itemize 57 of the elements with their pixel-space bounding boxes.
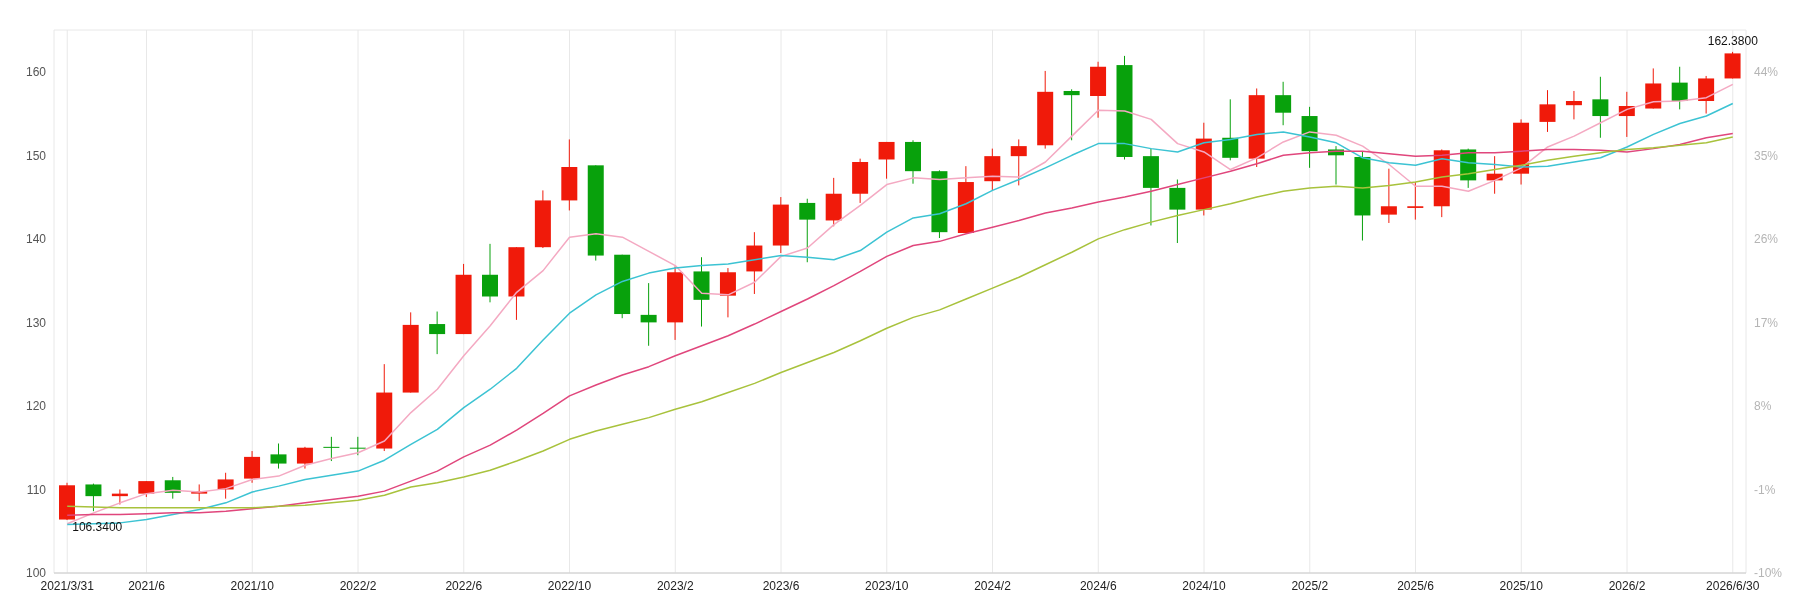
x-tick-label: 2022/10 <box>547 578 592 593</box>
candlestick <box>482 243 498 303</box>
candlestick <box>1063 88 1080 141</box>
y2-tick-label: -10% <box>1754 566 1783 581</box>
candlestick <box>270 443 287 470</box>
x-tick-label: 2021/10 <box>230 578 275 593</box>
x-tick-label: 2024/10 <box>1182 578 1227 593</box>
candlestick <box>1592 76 1609 139</box>
y-tick-label: 100 <box>25 566 47 581</box>
y-tick-label: 140 <box>25 232 47 247</box>
candlestick <box>1671 66 1688 110</box>
y2-tick-label: -1% <box>1754 482 1776 497</box>
candlestick <box>244 450 261 484</box>
y2-tick-label: 44% <box>1754 65 1779 80</box>
x-tick-label: 2026/6/30 <box>1706 578 1760 593</box>
candlestick <box>429 311 446 355</box>
candlestick <box>1380 168 1397 224</box>
candlestick <box>296 446 313 470</box>
x-tick-label: 2022/6 <box>445 578 483 593</box>
candlestick <box>640 282 657 347</box>
y-tick-label: 120 <box>25 399 47 414</box>
x-tick-label: 2025/6 <box>1397 578 1435 593</box>
x-tick-label: 2023/10 <box>865 578 909 593</box>
x-tick-label: 2023/6 <box>762 578 800 593</box>
candlestick <box>1222 98 1239 161</box>
y2-tick-label: 17% <box>1754 315 1779 330</box>
candlestick <box>719 267 736 318</box>
y2-tick-label: 35% <box>1754 148 1779 163</box>
x-tick-label: 2025/2 <box>1291 578 1329 593</box>
candlestick <box>1407 181 1424 221</box>
x-tick-label: 2023/2 <box>656 578 694 593</box>
candlestick <box>1275 81 1292 126</box>
x-tick-label: 2026/2 <box>1608 578 1646 593</box>
candlestick <box>1565 90 1582 120</box>
y-tick-label: 160 <box>25 65 47 80</box>
x-tick-label: 2021/6 <box>128 578 166 593</box>
x-tick-label: 2025/10 <box>1499 578 1544 593</box>
y2-tick-label: 8% <box>1754 399 1772 414</box>
annotation: 106.3400 <box>72 520 123 535</box>
x-tick-label: 2022/2 <box>339 578 377 593</box>
candlestick <box>1539 89 1556 133</box>
candlestick <box>349 436 366 456</box>
candlestick <box>85 483 102 512</box>
y-tick-label: 110 <box>26 482 47 497</box>
x-tick-label: 2021/3/31 <box>40 578 95 593</box>
x-tick-label: 2024/6 <box>1079 578 1117 593</box>
candlestick <box>878 141 895 180</box>
candlestick <box>799 198 816 263</box>
annotation: 162.3800 <box>1707 33 1759 48</box>
x-tick-label: 2024/2 <box>974 578 1012 593</box>
candlestick <box>1169 179 1186 244</box>
candlestick <box>323 436 340 462</box>
y-tick-label: 130 <box>25 315 47 330</box>
candlestick <box>1698 75 1715 115</box>
candlestick <box>1010 138 1027 186</box>
y2-tick-label: 26% <box>1754 232 1779 247</box>
y-tick-label: 150 <box>25 148 47 163</box>
